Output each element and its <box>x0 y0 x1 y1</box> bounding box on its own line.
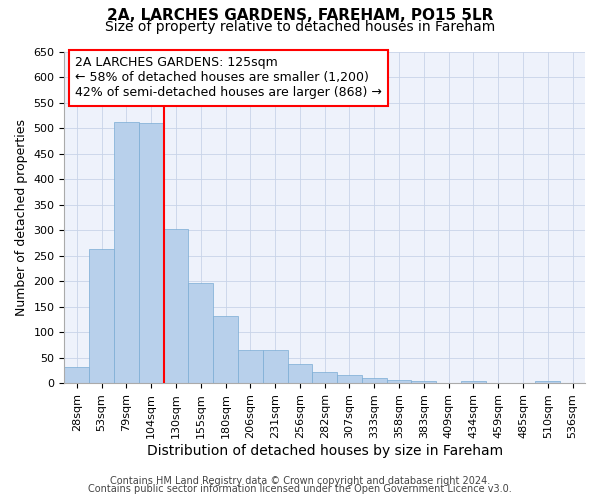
X-axis label: Distribution of detached houses by size in Fareham: Distribution of detached houses by size … <box>146 444 503 458</box>
Bar <box>412 380 436 383</box>
Bar <box>64 367 89 383</box>
Bar <box>461 380 486 383</box>
Bar <box>139 123 164 383</box>
Text: Contains HM Land Registry data © Crown copyright and database right 2024.: Contains HM Land Registry data © Crown c… <box>110 476 490 486</box>
Text: Size of property relative to detached houses in Fareham: Size of property relative to detached ho… <box>105 20 495 34</box>
Bar <box>511 382 535 383</box>
Text: 2A LARCHES GARDENS: 125sqm
← 58% of detached houses are smaller (1,200)
42% of s: 2A LARCHES GARDENS: 125sqm ← 58% of deta… <box>75 56 382 100</box>
Bar <box>213 316 238 383</box>
Bar <box>263 350 287 383</box>
Bar <box>313 372 337 383</box>
Y-axis label: Number of detached properties: Number of detached properties <box>15 119 28 316</box>
Bar <box>164 229 188 383</box>
Bar <box>362 378 386 383</box>
Text: Contains public sector information licensed under the Open Government Licence v3: Contains public sector information licen… <box>88 484 512 494</box>
Text: 2A, LARCHES GARDENS, FAREHAM, PO15 5LR: 2A, LARCHES GARDENS, FAREHAM, PO15 5LR <box>107 8 493 22</box>
Bar <box>535 380 560 383</box>
Bar <box>89 250 114 383</box>
Bar <box>386 380 412 383</box>
Bar <box>287 364 313 383</box>
Bar <box>238 350 263 383</box>
Bar <box>114 122 139 383</box>
Bar <box>436 382 461 383</box>
Bar <box>188 283 213 383</box>
Bar <box>486 382 511 383</box>
Bar <box>337 376 362 383</box>
